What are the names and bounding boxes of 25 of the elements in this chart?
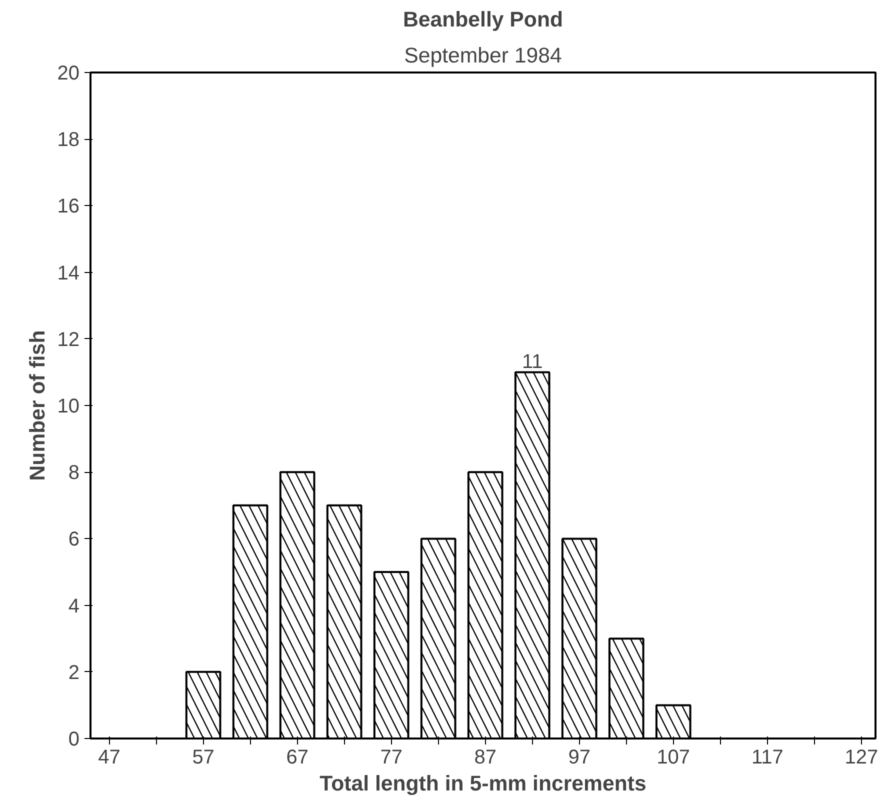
- y-tick-label: 20: [57, 62, 80, 84]
- x-axis-title: Total length in 5-mm increments: [320, 772, 646, 796]
- y-tick-label: 0: [68, 728, 80, 750]
- y-tick-label: 18: [57, 129, 80, 152]
- x-tick-label: 127: [844, 746, 878, 768]
- y-tick-label: 14: [57, 262, 80, 284]
- y-tick-label: 16: [57, 196, 80, 218]
- x-tick-label: 57: [192, 746, 214, 768]
- x-tick-label: 87: [474, 746, 496, 768]
- x-tick-label: 117: [751, 746, 784, 768]
- chart-subtitle: September 1984: [404, 44, 562, 68]
- x-tick-label: 67: [286, 746, 308, 768]
- y-tick-label: 4: [68, 595, 80, 618]
- y-tick-label: 12: [57, 328, 80, 351]
- chart-title: Beanbelly Pond: [403, 8, 564, 32]
- x-tick-label: 47: [98, 746, 120, 768]
- data-label: 11: [522, 351, 543, 374]
- y-axis-title: Number of fish: [25, 330, 50, 481]
- y-tick-label: 8: [68, 462, 80, 484]
- x-tick-label: 77: [380, 746, 402, 768]
- x-tick-label: 97: [568, 746, 590, 768]
- y-tick-label: 2: [68, 662, 80, 684]
- y-tick-label: 6: [68, 528, 80, 551]
- x-tick-label: 107: [656, 746, 690, 768]
- y-tick-label: 10: [57, 396, 80, 418]
